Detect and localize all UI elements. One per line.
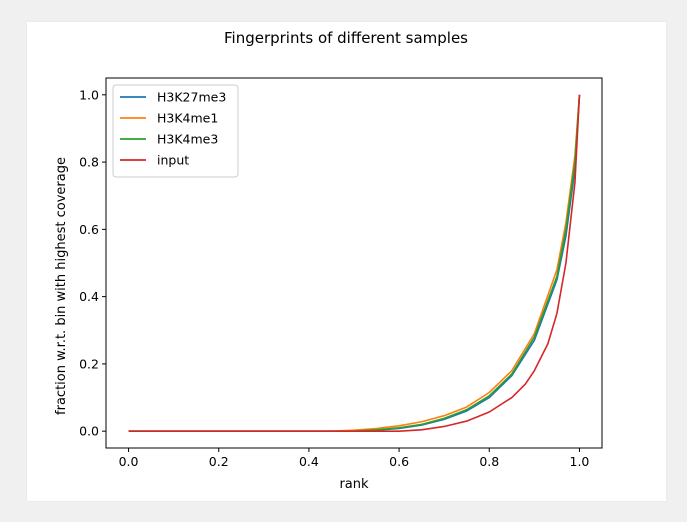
x-tick-label: 0.4 — [299, 454, 319, 469]
y-tick-label: 0.4 — [79, 289, 99, 304]
chart-title: Fingerprints of different samples — [224, 29, 468, 47]
y-tick-label: 0.8 — [79, 155, 99, 170]
x-axis-label: rank — [339, 477, 369, 492]
y-tick-label: 0.0 — [79, 424, 99, 439]
y-axis: 0.0 0.2 0.4 0.6 0.8 1.0 — [79, 87, 106, 439]
series-lines — [128, 94, 581, 432]
legend-entry-label: H3K4me1 — [157, 111, 218, 126]
fingerprint-chart: Fingerprints of different samples 0.0 0.2… — [54, 29, 603, 492]
y-tick-label: 0.6 — [79, 222, 99, 237]
y-tick-label: 0.2 — [79, 356, 99, 371]
x-tick-label: 0.0 — [119, 454, 139, 469]
x-axis: 0.0 0.2 0.4 0.6 0.8 1.0 — [119, 448, 590, 469]
x-tick-label: 1.0 — [570, 454, 590, 469]
x-tick-label: 0.6 — [389, 454, 409, 469]
series-line-h3k4me3 — [128, 94, 581, 432]
legend-entry-label: H3K4me3 — [157, 132, 218, 147]
legend-entry-label: H3K27me3 — [157, 90, 226, 105]
legend: H3K27me3 H3K4me1 H3K4me3 input — [112, 84, 239, 178]
x-tick-label: 0.2 — [209, 454, 229, 469]
series-line-input — [128, 94, 581, 432]
figure: Fingerprints of different samples 0.0 0.2… — [27, 22, 666, 501]
y-tick-label: 1.0 — [79, 87, 99, 102]
series-line-h3k4me1 — [128, 94, 581, 432]
x-tick-label: 0.8 — [479, 454, 499, 469]
legend-box — [112, 84, 239, 178]
axes-frame — [105, 77, 603, 449]
legend-entry-label: input — [157, 153, 189, 168]
y-axis-label: fraction w.r.t. bin with highest coverag… — [54, 157, 69, 415]
